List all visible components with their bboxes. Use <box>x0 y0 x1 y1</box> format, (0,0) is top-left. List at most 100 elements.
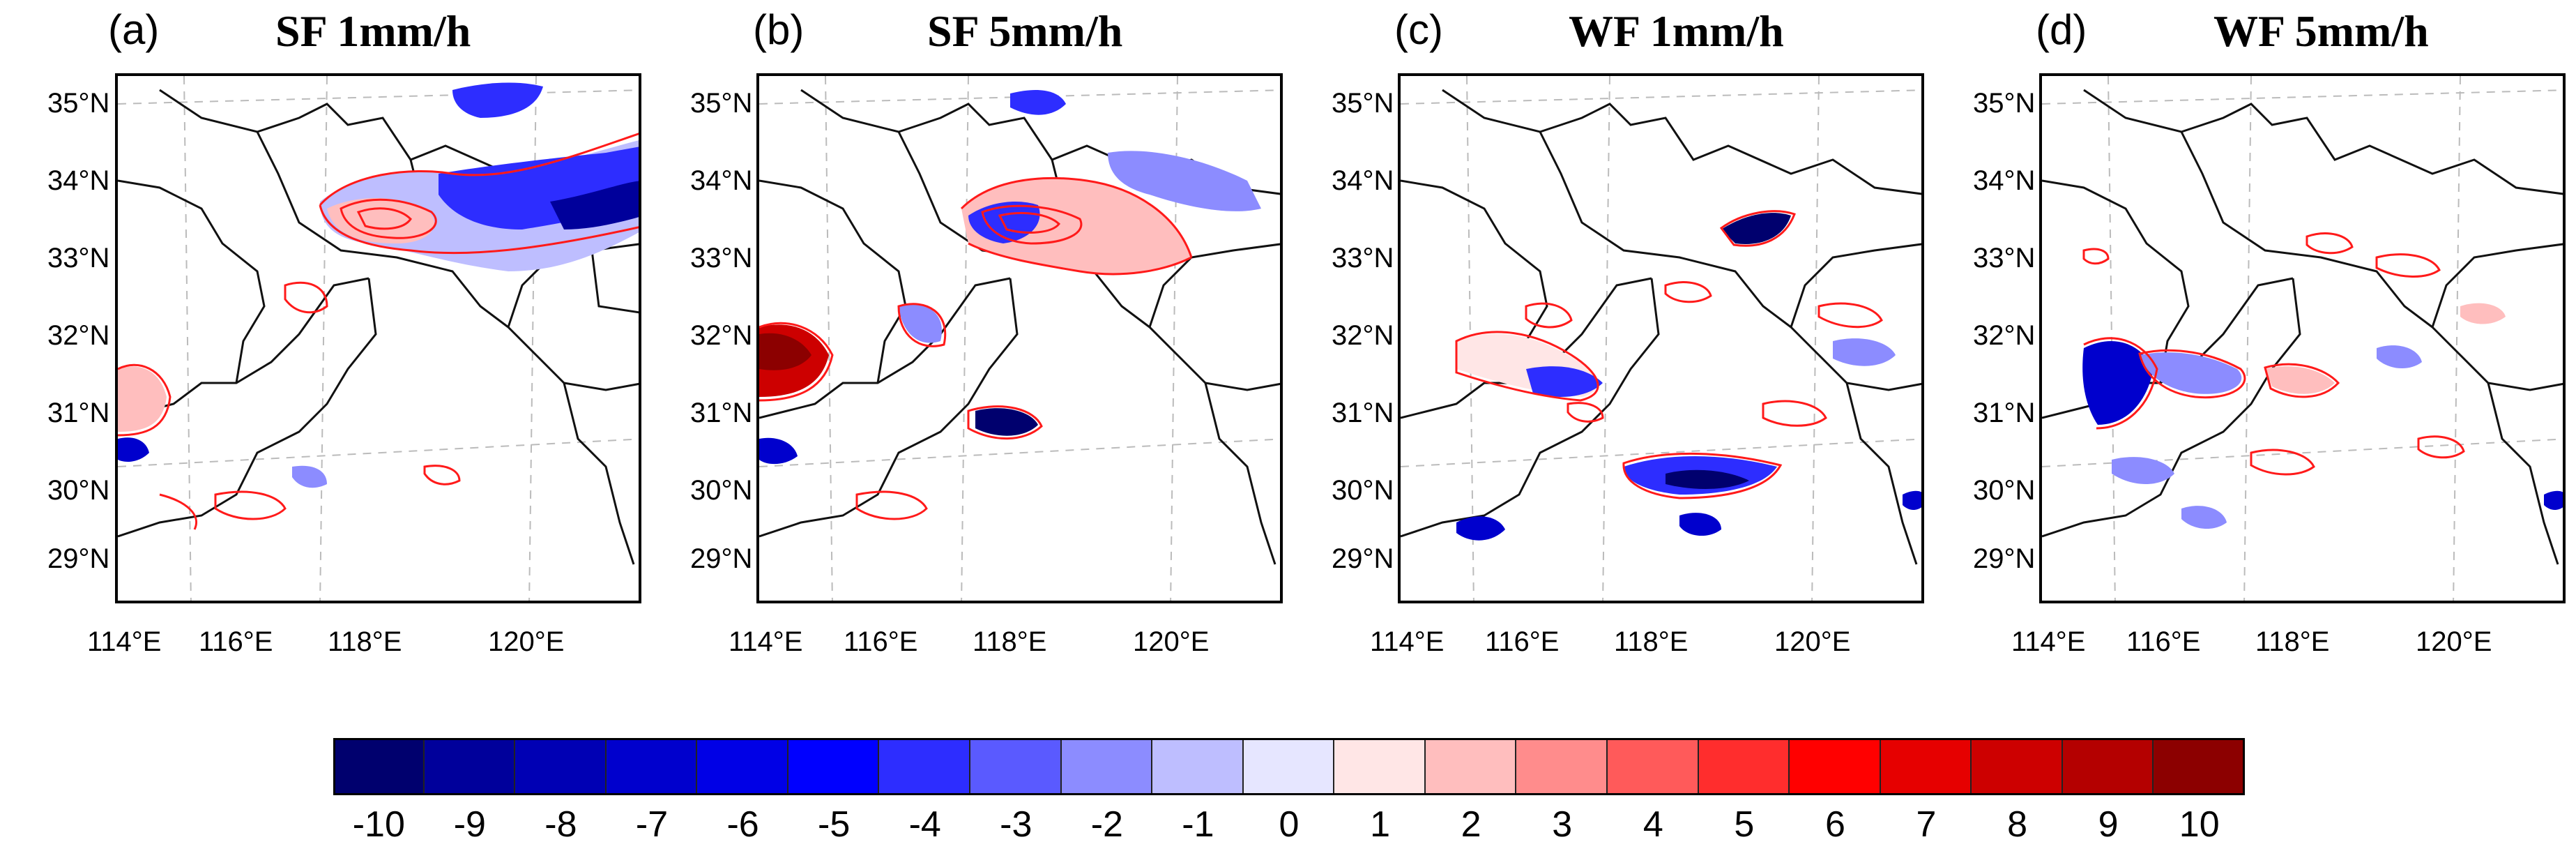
colorbar-tick-label: 2 <box>1461 804 1481 845</box>
lat-label: 33°N <box>1332 243 1394 273</box>
colorbar-cell <box>1334 738 1426 795</box>
colorbar-tick-label: 1 <box>1370 804 1391 845</box>
panel-label: (c) <box>1394 6 1443 53</box>
lon-label: 114°E <box>729 626 803 657</box>
colorbar-cell <box>1061 738 1153 795</box>
lat-label: 29°N <box>690 543 753 574</box>
colorbar-cell <box>1790 738 1881 795</box>
lon-label: 120°E <box>1133 626 1210 657</box>
lat-label: 32°N <box>1973 320 2036 351</box>
colorbar-cell <box>1243 738 1335 795</box>
lon-label: 116°E <box>2126 626 2201 657</box>
map-content-c <box>1401 76 1921 601</box>
colorbar-cell <box>515 738 607 795</box>
lat-label: 35°N <box>47 88 110 119</box>
lon-label: 116°E <box>199 626 273 657</box>
colorbar-tick-label: -3 <box>1000 804 1032 845</box>
colorbar-cell <box>1608 738 1699 795</box>
lat-label: 35°N <box>690 88 753 119</box>
colorbar-cell <box>606 738 698 795</box>
colorbar-tick-label: 3 <box>1552 804 1573 845</box>
colorbar-tick-label: -9 <box>453 804 486 845</box>
lat-label: 31°N <box>47 398 110 428</box>
lon-label: 116°E <box>844 626 918 657</box>
lat-label: 30°N <box>1973 475 2036 506</box>
colorbar-tick-label: 5 <box>1734 804 1755 845</box>
lon-label: 120°E <box>2416 626 2492 657</box>
colorbar-tick-label: 6 <box>1824 804 1845 845</box>
map-panel-a <box>115 73 641 603</box>
map-panel-d <box>2039 73 2566 603</box>
colorbar-tick-label: -4 <box>908 804 941 845</box>
colorbar-cell <box>1880 738 1972 795</box>
lat-label: 35°N <box>1332 88 1394 119</box>
lat-label: 32°N <box>690 320 753 351</box>
lon-label: 118°E <box>2255 626 2330 657</box>
colorbar-cell <box>1152 738 1244 795</box>
lat-label: 34°N <box>690 165 753 196</box>
colorbar-tick-label: 8 <box>2007 804 2028 845</box>
lat-label: 33°N <box>47 243 110 273</box>
lat-label: 35°N <box>1973 88 2036 119</box>
map-panel-b <box>756 73 1283 603</box>
panel-title: SF 1mm/h <box>275 6 471 56</box>
map-content-d <box>2042 76 2563 601</box>
colorbar-cell <box>1972 738 2063 795</box>
colorbar-cell <box>333 738 425 795</box>
colorbar-tick-label: 0 <box>1279 804 1300 845</box>
panel-title: WF 5mm/h <box>2213 6 2429 56</box>
lat-label: 33°N <box>1973 243 2036 273</box>
colorbar-cell <box>1698 738 1790 795</box>
panel-label: (b) <box>753 6 805 53</box>
colorbar-cell <box>697 738 788 795</box>
lon-label: 114°E <box>87 626 162 657</box>
lat-label: 29°N <box>1332 543 1394 574</box>
lat-label: 32°N <box>1332 320 1394 351</box>
lat-label: 31°N <box>1332 398 1394 428</box>
lon-label: 116°E <box>1485 626 1560 657</box>
colorbar-cell <box>424 738 516 795</box>
lat-label: 34°N <box>1332 165 1394 196</box>
colorbar-cell <box>970 738 1062 795</box>
panel-label: (a) <box>108 6 160 53</box>
colorbar-frame <box>333 738 2245 795</box>
colorbar-tick-label: 7 <box>1916 804 1937 845</box>
colorbar-cell <box>1425 738 1517 795</box>
lat-label: 33°N <box>690 243 753 273</box>
lat-label: 31°N <box>690 398 753 428</box>
colorbar-tick-label: -8 <box>544 804 577 845</box>
colorbar-tick-label: -5 <box>818 804 851 845</box>
lon-label: 120°E <box>1774 626 1851 657</box>
colorbar-cell <box>879 738 970 795</box>
colorbar-tick-label: -6 <box>726 804 759 845</box>
lon-label: 118°E <box>1614 626 1689 657</box>
colorbar-tick-label: -7 <box>635 804 669 845</box>
lat-label: 30°N <box>47 475 110 506</box>
lat-label: 30°N <box>690 475 753 506</box>
colorbar-tick-label: 4 <box>1643 804 1663 845</box>
lon-label: 114°E <box>2011 626 2086 657</box>
lat-label: 29°N <box>47 543 110 574</box>
lon-label: 118°E <box>973 626 1047 657</box>
lat-label: 31°N <box>1973 398 2036 428</box>
colorbar-cell <box>788 738 880 795</box>
colorbar-cell <box>2062 738 2154 795</box>
panel-title: WF 1mm/h <box>1569 6 1784 56</box>
lat-label: 32°N <box>47 320 110 351</box>
map-content-a <box>118 76 639 601</box>
panel-label: (d) <box>2036 6 2087 53</box>
lat-label: 34°N <box>1973 165 2036 196</box>
colorbar-tick-label: 10 <box>2179 804 2220 845</box>
map-panel-c <box>1398 73 1924 603</box>
map-content-b <box>759 76 1280 601</box>
colorbar-tick-label: -10 <box>352 804 405 845</box>
lon-label: 120°E <box>488 626 565 657</box>
colorbar-tick-label: -2 <box>1090 804 1123 845</box>
lat-label: 30°N <box>1332 475 1394 506</box>
lat-label: 34°N <box>47 165 110 196</box>
lat-label: 29°N <box>1973 543 2036 574</box>
panel-title: SF 5mm/h <box>927 6 1123 56</box>
colorbar-tick-label: 9 <box>2098 804 2119 845</box>
lon-label: 114°E <box>1370 626 1445 657</box>
lon-label: 118°E <box>328 626 402 657</box>
